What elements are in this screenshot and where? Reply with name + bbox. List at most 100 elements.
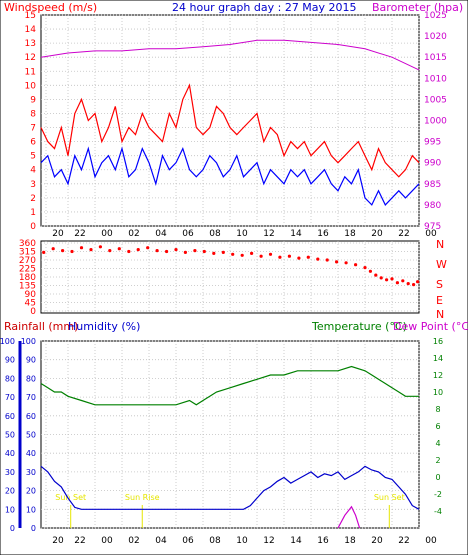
baro-y-tick-label: 1000	[424, 117, 447, 127]
humidity-y-tick-label: 30	[26, 468, 36, 477]
direction-y-tick-label: 360	[19, 239, 36, 249]
x-tick-label: 22	[74, 536, 85, 546]
wind-y-tick-label: 8	[30, 109, 36, 119]
temperature-axis-label: Temperature (°C)	[311, 320, 407, 333]
direction-point	[390, 277, 394, 281]
humidity-axis-label: Humidity (%)	[68, 320, 140, 333]
direction-y-tick-label: 225	[19, 265, 36, 275]
x-tick-label: 22	[74, 229, 85, 239]
x-tick-label: 14	[290, 536, 302, 546]
dewpoint-axis-label: Dew Point (°C)	[393, 320, 468, 333]
direction-point	[240, 253, 244, 257]
wind-y-tick-label: 3	[30, 180, 36, 190]
direction-point	[183, 250, 187, 254]
wind-y-tick-label: 6	[30, 138, 36, 148]
baro-y-tick-label: 985	[424, 180, 441, 190]
direction-point	[61, 249, 65, 253]
direction-point	[379, 276, 383, 280]
direction-point	[406, 282, 410, 286]
wind-y-tick-label: 11	[25, 67, 36, 77]
wind-baro-panel: 20 22 00 02 04 06 08 10 12 14 16 18 20 22 000123456789…	[25, 11, 448, 239]
humidity-y-tick-label: 10	[26, 505, 36, 514]
humidity-y-tick-label: 40	[26, 449, 36, 458]
direction-point	[250, 251, 254, 255]
rain-y-tick-label: 60	[5, 412, 15, 421]
dewpoint-series	[337, 505, 361, 529]
x-tick-label: 08	[209, 229, 221, 239]
rain-y-tick-label: 90	[5, 356, 15, 365]
humidity-y-tick-label: 60	[26, 412, 36, 421]
x-tick-label: 04	[155, 229, 167, 239]
direction-point	[416, 280, 420, 284]
temperature-series	[40, 365, 419, 406]
direction-point	[136, 248, 140, 252]
x-tick-label: 02	[128, 536, 139, 546]
temperature-y-tick-label: 14	[433, 354, 443, 363]
temperature-y-tick-label: 8	[435, 405, 440, 414]
rain-y-tick-label: 20	[5, 487, 15, 496]
direction-point	[51, 247, 55, 251]
sun-event-label: Sun Rise	[125, 493, 160, 502]
x-tick-label: 00	[425, 229, 437, 239]
direction-point	[98, 245, 102, 249]
wind-y-tick-label: 4	[30, 166, 36, 176]
wind-y-tick-label: 1	[30, 208, 36, 218]
temperature-y-tick-label: 10	[433, 388, 443, 397]
direction-point	[287, 254, 291, 258]
x-tick-label: 22	[398, 229, 409, 239]
x-tick-label: 10	[236, 536, 248, 546]
x-tick-label: 00	[101, 229, 113, 239]
wind-y-tick-label: 10	[25, 81, 37, 91]
rain-y-tick-label: 40	[5, 449, 15, 458]
humidity-y-tick-label: 20	[26, 487, 36, 496]
x-tick-label: 06	[182, 536, 194, 546]
humidity-series	[40, 465, 420, 510]
baro-y-tick-label: 1015	[424, 53, 447, 63]
x-tick-label: 22	[398, 536, 409, 546]
wind-y-tick-label: 7	[30, 124, 36, 134]
direction-point	[70, 249, 74, 254]
direction-point	[89, 248, 93, 252]
direction-point	[108, 249, 112, 253]
x-tick-label: 20	[371, 536, 383, 546]
wind-y-tick-label: 2	[30, 194, 36, 204]
direction-point	[202, 249, 206, 254]
humidity-y-tick-label: 90	[26, 356, 36, 365]
direction-point	[354, 263, 358, 267]
direction-point	[412, 283, 416, 287]
wind-gust-series	[40, 83, 420, 178]
temperature-y-tick-label: 0	[435, 473, 440, 482]
direction-point	[117, 247, 121, 251]
direction-y-tick-label: 180	[19, 273, 36, 283]
direction-point	[174, 248, 178, 252]
baro-y-tick-label: 975	[424, 222, 441, 232]
baro-axis-label: Barometer (hpa)	[372, 1, 463, 14]
direction-y-tick-label: 270	[19, 256, 36, 266]
direction-y-tick-label: 90	[25, 290, 37, 300]
direction-point	[146, 246, 150, 250]
humidity-y-tick-label: 70	[26, 393, 36, 402]
direction-y-tick-label: 135	[19, 282, 36, 292]
x-tick-label: 04	[155, 536, 167, 546]
wind-y-tick-label: 0	[30, 222, 36, 232]
direction-point	[385, 278, 389, 282]
humidity-y-tick-label: 80	[26, 374, 36, 383]
direction-point	[363, 266, 367, 270]
direction-point	[268, 252, 273, 256]
direction-y-tick-label: 45	[25, 299, 36, 309]
x-tick-label: 20	[52, 229, 64, 239]
x-tick-label: 18	[344, 229, 356, 239]
direction-point	[306, 255, 310, 259]
direction-point	[335, 260, 339, 264]
x-tick-label: 08	[209, 536, 221, 546]
x-tick-label: 12	[263, 229, 274, 239]
x-tick-label: 14	[290, 229, 302, 239]
direction-point	[374, 273, 378, 277]
direction-point	[127, 249, 131, 254]
sun-event-label: Sun Set	[374, 493, 405, 502]
sun-event-label: Sun Set	[55, 493, 86, 502]
temperature-y-tick-label: 4	[435, 439, 440, 448]
x-tick-label: 00	[101, 536, 113, 546]
